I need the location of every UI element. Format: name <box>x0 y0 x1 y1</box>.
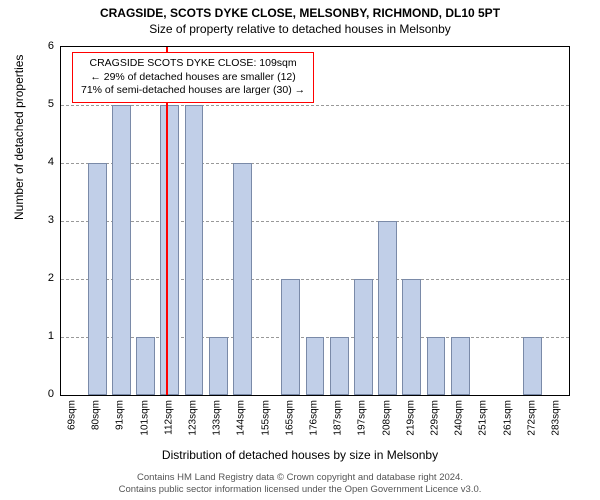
xtick-label: 176sqm <box>309 400 320 436</box>
bar <box>136 337 155 395</box>
y-axis-label: Number of detached properties <box>12 55 26 220</box>
bar <box>88 163 107 395</box>
xtick-label: 240sqm <box>454 400 465 436</box>
xtick-label: 261sqm <box>502 400 513 436</box>
gridline <box>61 221 569 222</box>
footer-line-1: Contains HM Land Registry data © Crown c… <box>0 472 600 484</box>
xtick-label: 197sqm <box>357 400 368 436</box>
info-box-line: CRAGSIDE SCOTS DYKE CLOSE: 109sqm <box>81 57 305 71</box>
xtick-label: 187sqm <box>333 400 344 436</box>
ytick-label: 5 <box>48 98 54 110</box>
xtick-label: 112sqm <box>163 400 174 435</box>
xtick-label: 283sqm <box>550 400 561 436</box>
info-box-line: 71% of semi-detached houses are larger (… <box>81 84 305 98</box>
chart-container: CRAGSIDE, SCOTS DYKE CLOSE, MELSONBY, RI… <box>0 0 600 500</box>
gridline <box>61 163 569 164</box>
bar <box>451 337 470 395</box>
bar <box>281 279 300 395</box>
ytick-label: 1 <box>48 330 54 342</box>
xtick-label: 91sqm <box>115 400 126 430</box>
xtick-label: 69sqm <box>67 400 78 430</box>
xtick-label: 80sqm <box>91 400 102 430</box>
bar <box>354 279 373 395</box>
xtick-label: 144sqm <box>236 400 247 436</box>
title-line-2: Size of property relative to detached ho… <box>0 20 600 36</box>
ytick-label: 3 <box>48 214 54 226</box>
bar <box>160 105 179 395</box>
bar <box>330 337 349 395</box>
bar <box>427 337 446 395</box>
xtick-label: 123sqm <box>188 400 199 436</box>
bar <box>185 105 204 395</box>
bar <box>306 337 325 395</box>
bar <box>378 221 397 395</box>
xtick-label: 208sqm <box>381 400 392 436</box>
bar <box>402 279 421 395</box>
title-line-1: CRAGSIDE, SCOTS DYKE CLOSE, MELSONBY, RI… <box>0 0 600 20</box>
info-box-line: ← 29% of detached houses are smaller (12… <box>81 71 305 85</box>
xtick-label: 219sqm <box>405 400 416 436</box>
bar <box>233 163 252 395</box>
x-axis-label: Distribution of detached houses by size … <box>0 448 600 462</box>
bar <box>523 337 542 395</box>
bar <box>112 105 131 395</box>
ytick-label: 0 <box>48 388 54 400</box>
bar <box>209 337 228 395</box>
xtick-label: 101sqm <box>139 400 150 436</box>
footer-line-2: Contains public sector information licen… <box>0 484 600 496</box>
gridline <box>61 105 569 106</box>
xtick-label: 272sqm <box>526 400 537 436</box>
ytick-label: 6 <box>48 40 54 52</box>
footer-text: Contains HM Land Registry data © Crown c… <box>0 472 600 496</box>
xtick-label: 155sqm <box>260 400 271 436</box>
gridline <box>61 279 569 280</box>
xtick-label: 165sqm <box>284 400 295 436</box>
ytick-label: 4 <box>48 156 54 168</box>
xtick-label: 251sqm <box>478 400 489 436</box>
xtick-label: 229sqm <box>429 400 440 436</box>
ytick-label: 2 <box>48 272 54 284</box>
xtick-label: 133sqm <box>212 400 223 436</box>
info-box: CRAGSIDE SCOTS DYKE CLOSE: 109sqm← 29% o… <box>72 52 314 103</box>
